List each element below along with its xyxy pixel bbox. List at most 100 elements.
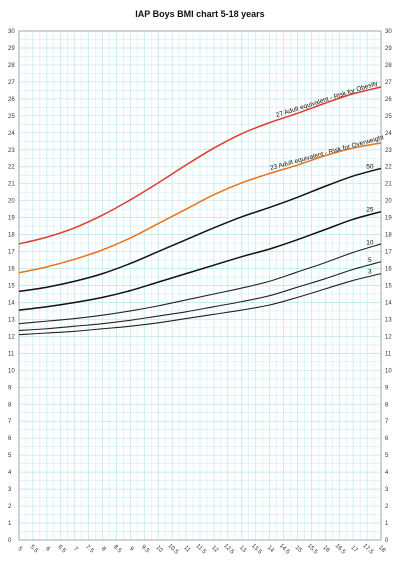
x-tick-label: 8.5 [112,544,123,555]
y-tick-label-left: 0 [8,538,12,544]
y-tick-label-right: 14 [385,300,392,306]
x-tick-label: 5 [16,546,23,553]
series-label-1: 5 [368,257,372,264]
y-tick-label-right: 15 [385,284,392,290]
y-tick-label-right: 10 [385,368,392,374]
y-tick-label-left: 14 [8,300,15,306]
y-tick-label-left: 13 [8,317,15,323]
x-tick-label: 7 [72,546,79,553]
y-tick-label-left: 10 [8,368,15,374]
series-line-6 [18,86,382,245]
y-tick-label-left: 16 [8,267,15,273]
series-label-3: 25 [366,207,374,214]
x-tick-label: 10.5 [167,543,180,556]
x-tick-label: 10 [154,545,163,554]
x-tick-label: 12.5 [222,543,235,556]
y-axis-right: 0123456789101112131415161718192021222324… [385,29,392,544]
series-line-4 [18,167,382,293]
y-tick-label-right: 4 [385,470,389,476]
y-tick-label-left: 19 [8,216,15,222]
y-tick-label-left: 1 [8,521,12,527]
y-tick-label-right: 25 [385,114,392,120]
y-tick-label-left: 17 [8,250,15,256]
x-tick-label: 15.5 [306,543,319,556]
x-tick-label: 6.5 [56,544,67,555]
series-label-2: 10 [366,239,374,246]
y-tick-label-left: 3 [8,487,12,493]
y-tick-label-left: 15 [8,284,15,290]
y-tick-label-left: 23 [8,148,15,154]
y-tick-label-right: 6 [385,436,389,442]
y-tick-label-right: 23 [385,148,392,154]
y-tick-label-right: 2 [385,504,389,510]
y-tick-label-right: 21 [385,182,392,188]
y-tick-label-left: 30 [8,29,15,35]
x-tick-label: 13 [238,545,247,554]
y-tick-label-right: 28 [385,63,392,69]
x-tick-label: 14 [266,545,275,554]
y-tick-label-left: 27 [8,80,15,86]
y-axis-left: 0123456789101112131415161718192021222324… [8,29,15,544]
series-line-3 [18,210,382,311]
y-tick-label-right: 11 [385,351,392,357]
x-axis: 5 5.5 6 6.5 7 7.5 8 8.5 9 9.5 10 10.5 11 11.5 12 12.5 13… [16,543,386,556]
y-tick-label-left: 9 [8,385,12,391]
y-tick-label-right: 24 [385,131,392,137]
y-tick-label-right: 17 [385,250,392,256]
y-tick-label-left: 5 [8,453,12,459]
series-line-0 [18,273,382,336]
series-line-2 [18,243,382,325]
y-tick-label-right: 20 [385,199,392,205]
y-tick-label-left: 18 [8,233,15,239]
y-tick-label-right: 30 [385,29,392,35]
x-tick-label: 9.5 [140,544,151,555]
y-tick-label-left: 24 [8,131,15,137]
y-tick-label-left: 22 [8,165,15,171]
y-tick-label-left: 8 [8,402,12,408]
series-lines [18,86,382,336]
y-tick-label-left: 6 [8,436,12,442]
x-tick-label: 9 [128,546,135,553]
y-tick-label-right: 29 [385,46,392,52]
y-tick-label-left: 4 [8,470,12,476]
x-tick-label: 11 [182,545,191,554]
y-tick-label-left: 2 [8,504,12,510]
y-tick-label-right: 7 [385,419,389,425]
series-label-6: 27 Adult equivalent - Risk for Obesity [275,80,379,119]
x-tick-label: 15 [294,545,303,554]
series-label-0: 3 [368,268,372,275]
y-tick-label-left: 29 [8,46,15,52]
y-tick-label-right: 22 [385,165,392,171]
y-tick-label-right: 5 [385,453,389,459]
y-tick-label-left: 25 [8,114,15,120]
y-tick-label-right: 19 [385,216,392,222]
y-tick-label-right: 8 [385,402,389,408]
x-tick-label: 7.5 [84,544,95,555]
y-tick-label-right: 12 [385,334,392,340]
y-tick-label-right: 27 [385,80,392,86]
x-tick-label: 16.5 [334,543,347,556]
x-tick-label: 6 [44,546,51,553]
x-tick-label: 18 [377,545,386,554]
x-tick-label: 12 [210,545,219,554]
plot-frame [18,30,382,541]
y-tick-label-left: 7 [8,419,12,425]
x-tick-label: 5.5 [29,544,40,555]
y-tick-label-right: 13 [385,317,392,323]
x-tick-label: 17.5 [362,543,375,556]
y-tick-label-right: 16 [385,267,392,273]
y-tick-label-left: 21 [8,182,15,188]
y-tick-label-right: 26 [385,97,392,103]
x-tick-label: 8 [100,546,107,553]
x-tick-label: 13.5 [250,543,263,556]
series-label-4: 50 [366,163,374,170]
x-tick-label: 11.5 [195,543,208,556]
y-tick-label-left: 12 [8,334,15,340]
grid [18,30,382,541]
series-line-1 [18,261,382,332]
series-line-5 [18,142,382,274]
x-tick-label: 16 [322,545,331,554]
y-tick-label-right: 3 [385,487,389,493]
